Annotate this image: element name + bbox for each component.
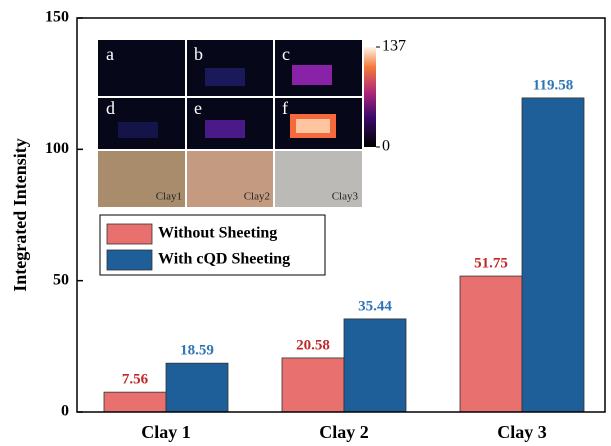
panel-label: f [282,98,288,118]
value-label: 20.58 [296,337,330,353]
y-tick-label: 150 [45,9,69,26]
y-tick-label: 50 [53,271,69,288]
x-tick-label: Clay 3 [497,422,547,442]
inset: a b c d e f Clay1 Clay2 Clay3 0 137 [98,38,406,207]
value-label: 51.75 [474,256,508,272]
colorbar-tick-label: 0 [382,138,390,155]
x-tick-label: Clay 1 [141,422,191,442]
legend-swatch [107,224,152,244]
thermal-blob [296,119,330,133]
bar [166,363,228,412]
thermal-blob [118,122,158,138]
panel-label: a [106,44,114,64]
sample-label: Clay2 [244,191,270,203]
value-label: 35.44 [358,298,392,314]
panel-label: b [194,44,203,64]
sample-label: Clay3 [332,191,359,203]
panel-label: d [106,98,115,118]
thermal-blob [205,120,245,138]
bar [282,358,344,412]
value-label: 18.59 [180,343,214,359]
page: Integrated Intensity a b c d e f Clay1 C… [0,0,611,446]
y-tick-label: 0 [61,403,69,420]
sample-label: Clay1 [156,191,182,203]
bar [460,276,522,412]
legend-swatch [107,250,152,270]
bar [522,98,584,412]
thermal-blob [292,65,332,85]
y-tick-label: 100 [45,140,69,157]
legend-label: With cQD Sheeting [158,251,290,268]
colorbar-tick-label: 137 [382,38,406,55]
bar [344,319,406,412]
panel-label: c [282,44,290,64]
value-label: 7.56 [122,372,149,388]
y-axis-label: Integrated Intensity [10,138,30,292]
x-tick-label: Clay 2 [319,422,369,442]
colorbar [364,47,376,147]
bar [104,392,166,412]
legend-label: Without Sheeting [158,225,277,242]
chart: Integrated Intensity a b c d e f Clay1 C… [0,0,611,446]
thermal-blob [205,68,245,86]
panel-label: e [194,98,202,118]
value-label: 119.58 [533,77,573,93]
